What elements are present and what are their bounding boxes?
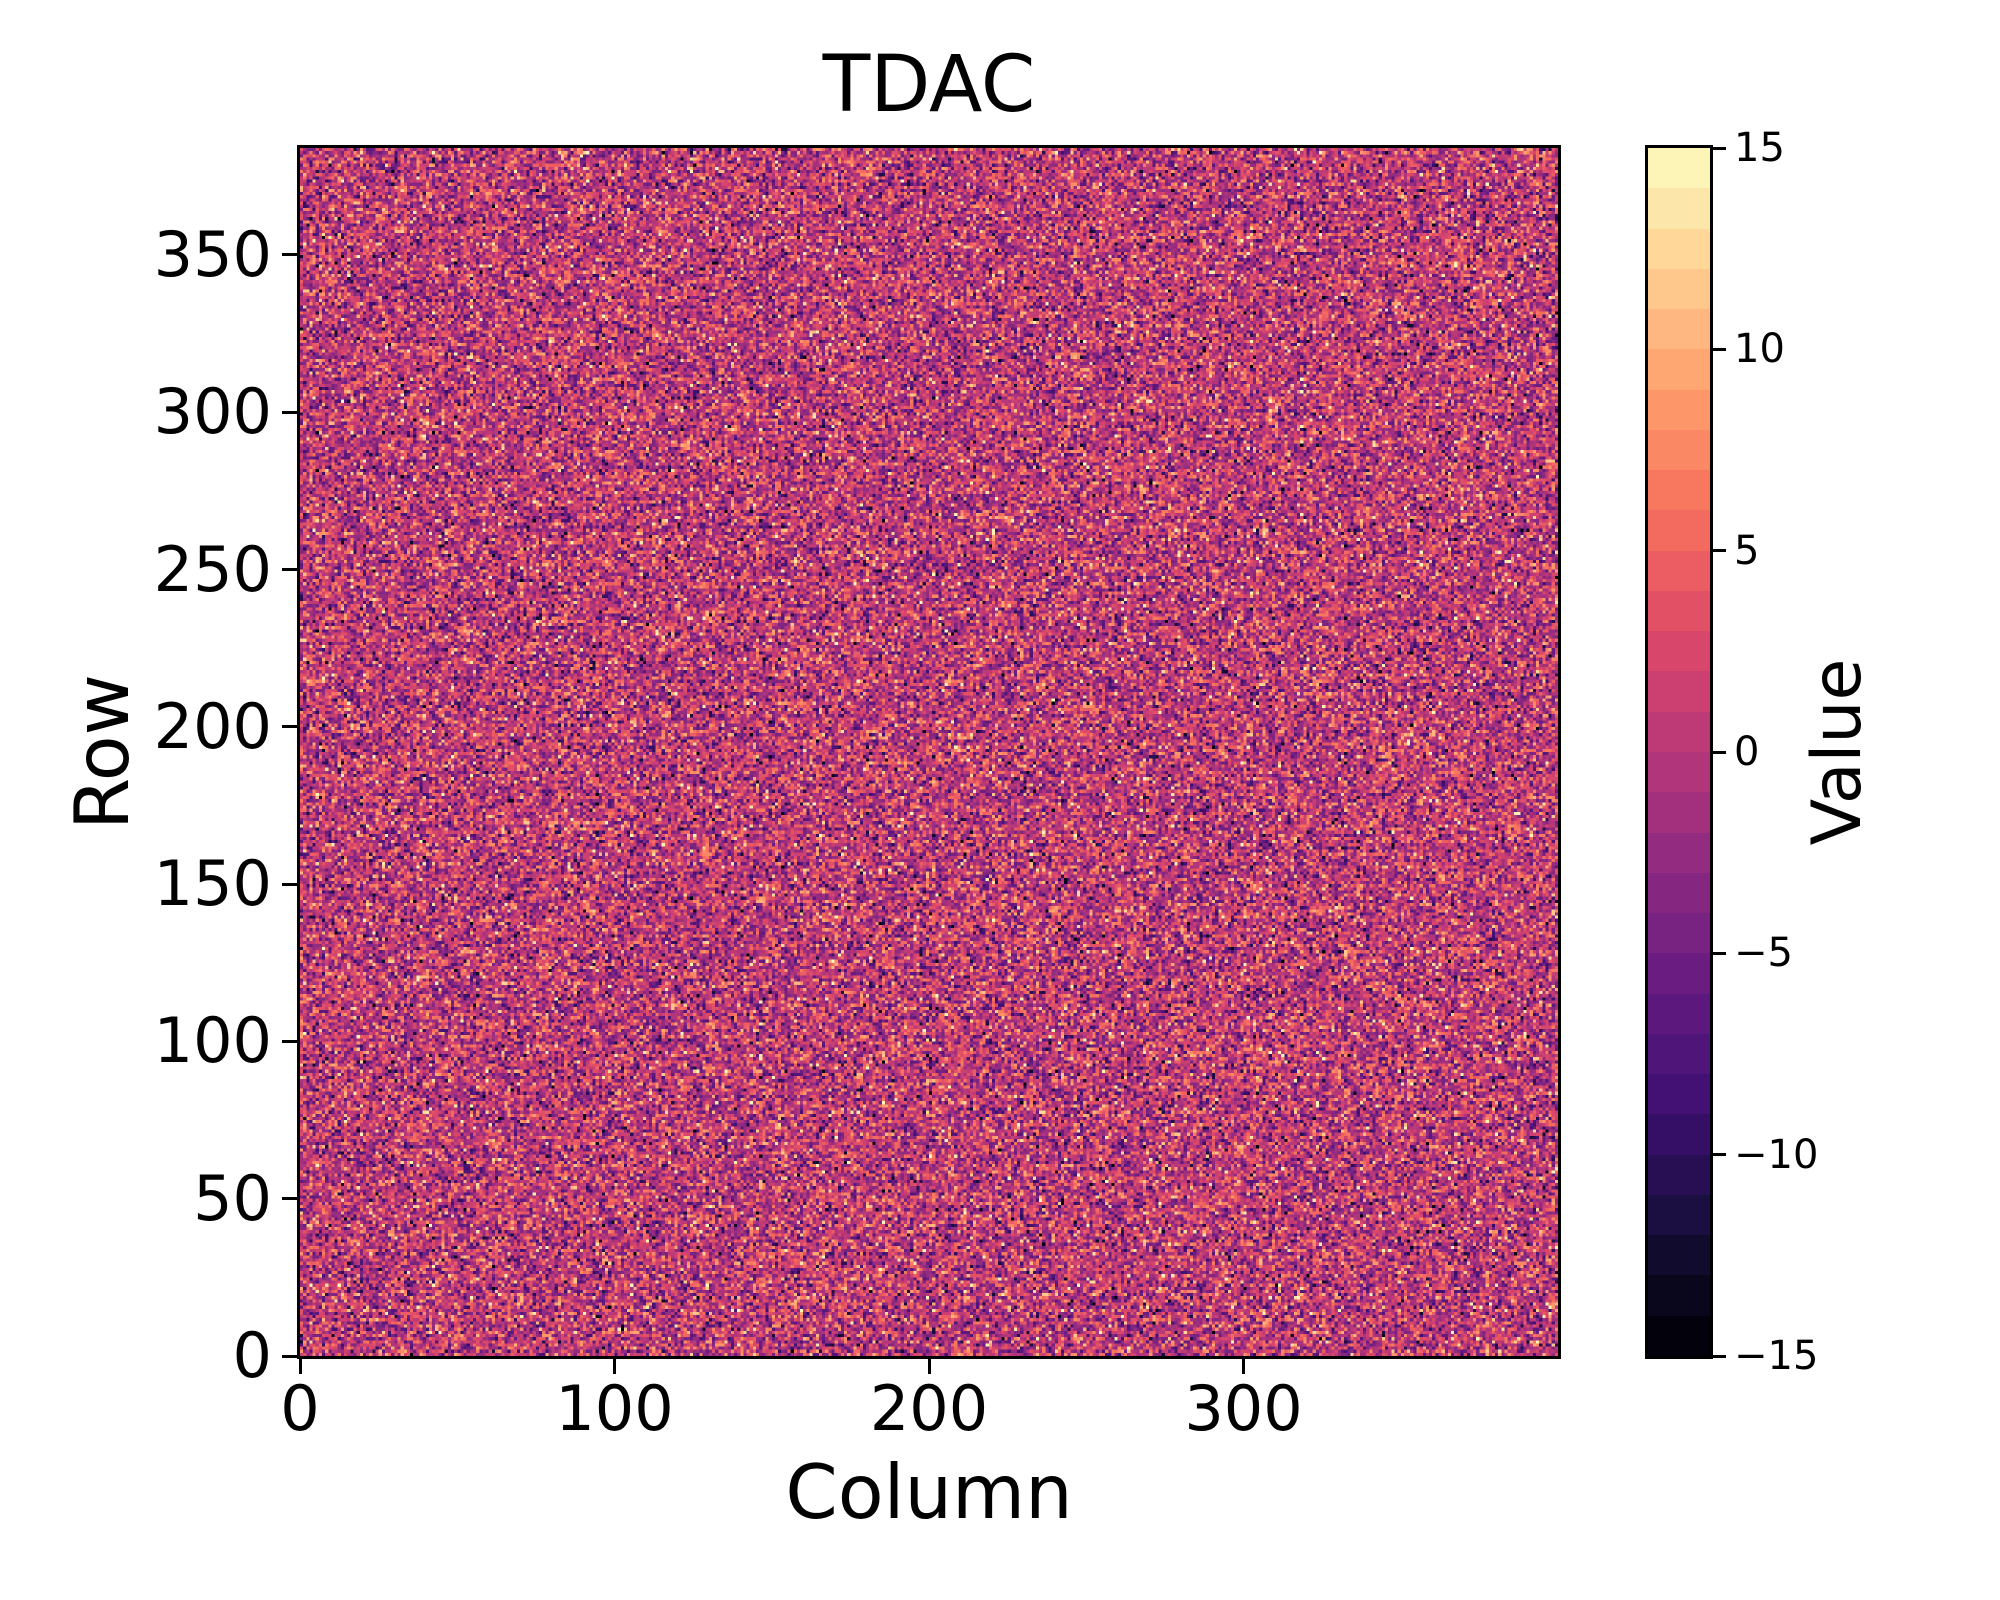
colorbar-band: [1648, 671, 1710, 713]
colorbar-band: [1648, 752, 1710, 793]
colorbar-band: [1648, 550, 1710, 592]
colorbar-tick-label: 0: [1734, 729, 1760, 775]
colorbar-tick-label: −15: [1734, 1333, 1819, 1379]
colorbar-band: [1648, 228, 1710, 270]
colorbar-band: [1648, 148, 1710, 189]
colorbar-band: [1648, 268, 1710, 310]
colorbar-band: [1648, 349, 1710, 391]
colorbar-band: [1648, 872, 1710, 914]
colorbar-band: [1648, 1235, 1710, 1276]
colorbar-band: [1648, 1033, 1710, 1075]
y-tick-mark: [282, 253, 300, 257]
colorbar-tick-mark: [1710, 1153, 1726, 1157]
y-tick-mark: [282, 882, 300, 886]
colorbar-tick-label: 5: [1734, 527, 1760, 574]
y-tick-mark: [282, 1354, 300, 1358]
colorbar-tick-label: −10: [1734, 1131, 1819, 1178]
colorbar-tick-label: −5: [1734, 930, 1793, 977]
y-tick-label: 50: [193, 1161, 272, 1235]
colorbar-tick-mark: [1710, 549, 1726, 553]
colorbar-band: [1648, 590, 1710, 632]
colorbar-tick-label: 10: [1734, 326, 1785, 373]
x-tick-label: 300: [1184, 1372, 1303, 1445]
colorbar-band: [1648, 1154, 1710, 1196]
chart-title: TDAC: [822, 40, 1036, 130]
colorbar-tick-mark: [1710, 347, 1726, 351]
x-tick-mark: [298, 1356, 302, 1374]
x-tick-mark: [1242, 1356, 1245, 1374]
y-tick-label: 300: [153, 375, 272, 449]
colorbar-band: [1648, 1315, 1710, 1357]
y-tick-mark: [282, 568, 300, 572]
colorbar-band: [1648, 953, 1710, 995]
colorbar-band: [1648, 188, 1710, 230]
y-tick-mark: [282, 410, 300, 414]
colorbar-band: [1648, 1074, 1710, 1115]
colorbar-band: [1648, 389, 1710, 431]
colorbar-band: [1648, 913, 1710, 954]
x-tick-label: 100: [555, 1372, 674, 1445]
colorbar-tick-label: 15: [1734, 125, 1785, 171]
x-tick-label: 200: [869, 1372, 989, 1445]
y-tick-label: 250: [153, 532, 272, 606]
y-tick-label: 100: [153, 1004, 272, 1078]
y-tick-label: 350: [153, 217, 272, 291]
x-tick-mark: [927, 1356, 931, 1374]
colorbar-band: [1648, 993, 1710, 1035]
y-tick-mark: [282, 1197, 300, 1201]
colorbar-band: [1648, 1275, 1710, 1317]
x-axis-label: Column: [785, 1448, 1073, 1536]
colorbar-band: [1648, 429, 1710, 471]
y-tick-label: 0: [232, 1319, 272, 1392]
colorbar-band: [1648, 792, 1710, 834]
colorbar-band: [1648, 832, 1710, 874]
colorbar-band: [1648, 470, 1710, 511]
x-tick-label: 0: [280, 1372, 320, 1445]
colorbar: [1645, 145, 1713, 1359]
heatmap-canvas: [300, 148, 1558, 1356]
colorbar-tick-mark: [1710, 1354, 1726, 1358]
colorbar-tick-mark: [1710, 750, 1726, 754]
y-tick-mark: [282, 1039, 300, 1043]
y-tick-label: 200: [153, 689, 272, 763]
colorbar-band: [1648, 1194, 1710, 1236]
heatmap-plot-area: [297, 145, 1561, 1359]
colorbar-band: [1648, 631, 1710, 672]
x-tick-mark: [613, 1356, 616, 1374]
colorbar-tick-mark: [1710, 951, 1726, 955]
y-tick-label: 150: [153, 847, 272, 921]
colorbar-tick-mark: [1710, 146, 1726, 150]
colorbar-band: [1648, 1114, 1710, 1156]
colorbar-band: [1648, 309, 1710, 350]
colorbar-band: [1648, 510, 1710, 552]
colorbar-band: [1648, 711, 1710, 753]
colorbar-label: Value: [1798, 658, 1877, 846]
y-tick-mark: [282, 725, 300, 729]
